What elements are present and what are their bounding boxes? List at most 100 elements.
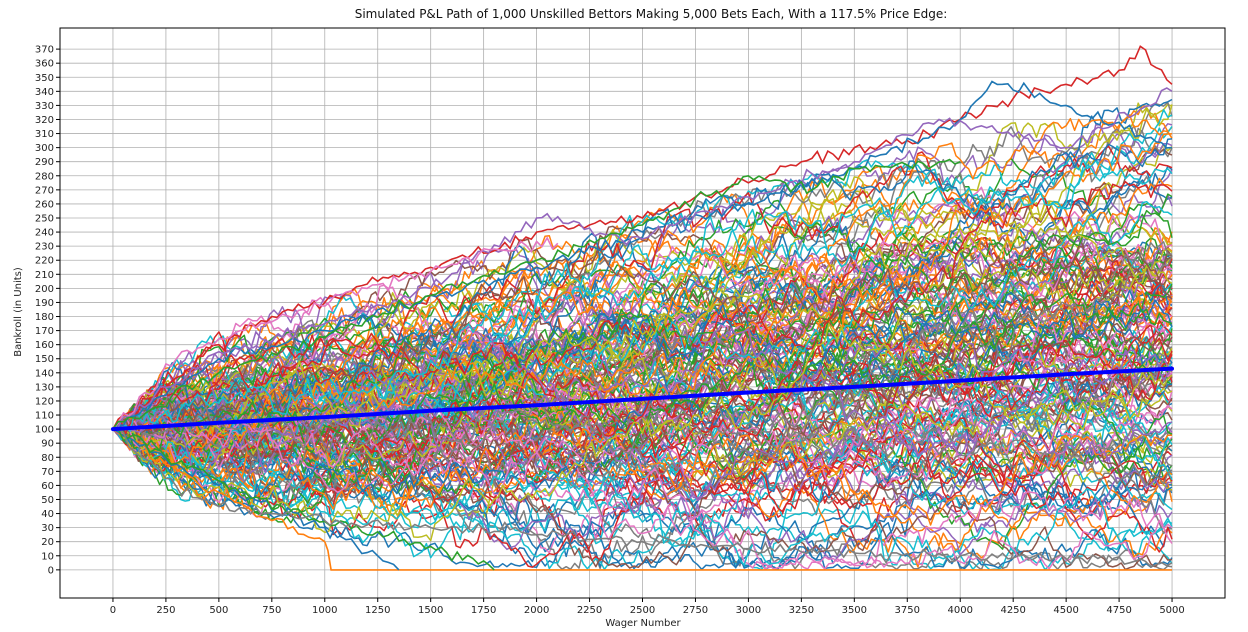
y-tick-label: 40 xyxy=(41,509,54,520)
highlight-bettor-path xyxy=(324,541,1172,571)
highlight-bettor-path xyxy=(112,236,559,430)
x-tick-label: 4000 xyxy=(948,605,973,616)
bettor-path xyxy=(112,293,1173,454)
y-tick-label: 150 xyxy=(35,354,54,365)
y-axis-ticks: 0 10 20 30 40 50 60 70 80 90 100 110 120 130 140 150 160… xyxy=(35,45,60,576)
y-tick-label: 280 xyxy=(35,171,54,182)
mean-bankroll-series xyxy=(111,366,1174,432)
y-tick-label: 260 xyxy=(35,199,54,210)
bettor-path xyxy=(112,304,1173,431)
bettor-path xyxy=(112,327,1173,476)
y-tick-label: 350 xyxy=(35,73,54,84)
y-tick-label: 360 xyxy=(35,59,54,70)
x-axis-ticks: 0 250 500 750 1000 1250 1500 1750 2000 2250 2500 27… xyxy=(110,598,1185,616)
mean-bankroll-line xyxy=(111,366,1174,432)
y-tick-label: 110 xyxy=(35,411,54,422)
highlight-bettor-path xyxy=(112,428,326,543)
bettor-path xyxy=(112,177,1173,452)
x-tick-label: 1250 xyxy=(365,605,390,616)
bettor-path xyxy=(112,245,1173,445)
x-tick-label: 2750 xyxy=(683,605,708,616)
x-tick-label: 3500 xyxy=(842,605,867,616)
y-tick-label: 70 xyxy=(41,467,54,478)
y-tick-label: 300 xyxy=(35,143,54,154)
bettor-path xyxy=(112,257,1173,453)
y-tick-label: 200 xyxy=(35,284,54,295)
y-tick-label: 320 xyxy=(35,115,54,126)
bettor-path xyxy=(112,417,1173,560)
y-tick-label: 230 xyxy=(35,242,54,253)
x-tick-label: 4750 xyxy=(1106,605,1131,616)
y-tick-label: 160 xyxy=(35,340,54,351)
y-tick-label: 270 xyxy=(35,185,54,196)
x-tick-label: 4500 xyxy=(1053,605,1078,616)
x-tick-label: 0 xyxy=(110,605,116,616)
y-tick-label: 220 xyxy=(35,256,54,267)
bettor-path xyxy=(112,421,1173,571)
y-tick-label: 310 xyxy=(35,129,54,140)
bettor-path xyxy=(112,415,1173,505)
y-tick-label: 20 xyxy=(41,537,54,548)
bettor-path xyxy=(112,138,1173,435)
x-tick-label: 2500 xyxy=(630,605,655,616)
bettor-path xyxy=(112,241,1173,475)
highlight-bettor-path xyxy=(112,158,961,430)
bettor-path xyxy=(112,209,1173,453)
y-tick-label: 330 xyxy=(35,101,54,112)
highlight-bettor-path xyxy=(112,428,1173,568)
y-tick-label: 370 xyxy=(35,45,54,56)
bettor-path xyxy=(112,386,1173,497)
x-tick-label: 1750 xyxy=(471,605,496,616)
x-tick-label: 500 xyxy=(209,605,228,616)
bettor-path xyxy=(112,286,1173,511)
highlight-bettor-path xyxy=(112,428,400,571)
x-tick-label: 3250 xyxy=(789,605,814,616)
bettor-path xyxy=(112,416,1173,548)
bettor-path xyxy=(112,249,1173,505)
x-tick-label: 3000 xyxy=(736,605,761,616)
x-axis-label: Wager Number xyxy=(605,618,681,629)
highlight-bettor-path xyxy=(112,87,1173,430)
x-tick-label: 4250 xyxy=(1000,605,1025,616)
y-tick-label: 190 xyxy=(35,298,54,309)
y-tick-label: 10 xyxy=(41,551,54,562)
y-tick-label: 290 xyxy=(35,157,54,168)
y-axis-label: Bankroll (in Units) xyxy=(13,267,24,357)
y-tick-label: 240 xyxy=(35,228,54,239)
bettor-path xyxy=(112,102,1173,460)
y-tick-label: 170 xyxy=(35,326,54,337)
y-tick-label: 0 xyxy=(48,565,54,576)
x-tick-label: 250 xyxy=(156,605,175,616)
y-tick-label: 90 xyxy=(41,439,54,450)
x-tick-label: 750 xyxy=(262,605,281,616)
x-tick-label: 2250 xyxy=(577,605,602,616)
bettor-path xyxy=(112,420,1173,571)
bettor-path xyxy=(112,213,1173,430)
bettor-paths xyxy=(112,45,1173,571)
x-tick-label: 1000 xyxy=(312,605,337,616)
y-tick-label: 140 xyxy=(35,368,54,379)
highlight-bettor-path xyxy=(112,80,1173,430)
highlight-bettor-path xyxy=(112,45,1173,430)
bettor-path xyxy=(112,413,1173,526)
bettor-path xyxy=(112,323,1173,542)
bettor-path xyxy=(112,164,1173,433)
bettor-path xyxy=(112,145,1173,436)
bettor-path xyxy=(112,251,1173,456)
y-tick-label: 250 xyxy=(35,214,54,225)
x-tick-label: 2000 xyxy=(524,605,549,616)
y-tick-label: 60 xyxy=(41,481,54,492)
y-tick-label: 30 xyxy=(41,523,54,534)
y-tick-label: 120 xyxy=(35,396,54,407)
bettor-path xyxy=(112,180,1173,437)
y-tick-label: 100 xyxy=(35,425,54,436)
x-tick-label: 5000 xyxy=(1159,605,1184,616)
y-tick-label: 180 xyxy=(35,312,54,323)
y-tick-label: 210 xyxy=(35,270,54,281)
bettor-path xyxy=(112,388,1173,570)
chart-title: Simulated P&L Path of 1,000 Unskilled Be… xyxy=(355,7,948,21)
x-tick-label: 1500 xyxy=(418,605,443,616)
y-tick-label: 340 xyxy=(35,87,54,98)
bettor-path xyxy=(112,194,1173,438)
